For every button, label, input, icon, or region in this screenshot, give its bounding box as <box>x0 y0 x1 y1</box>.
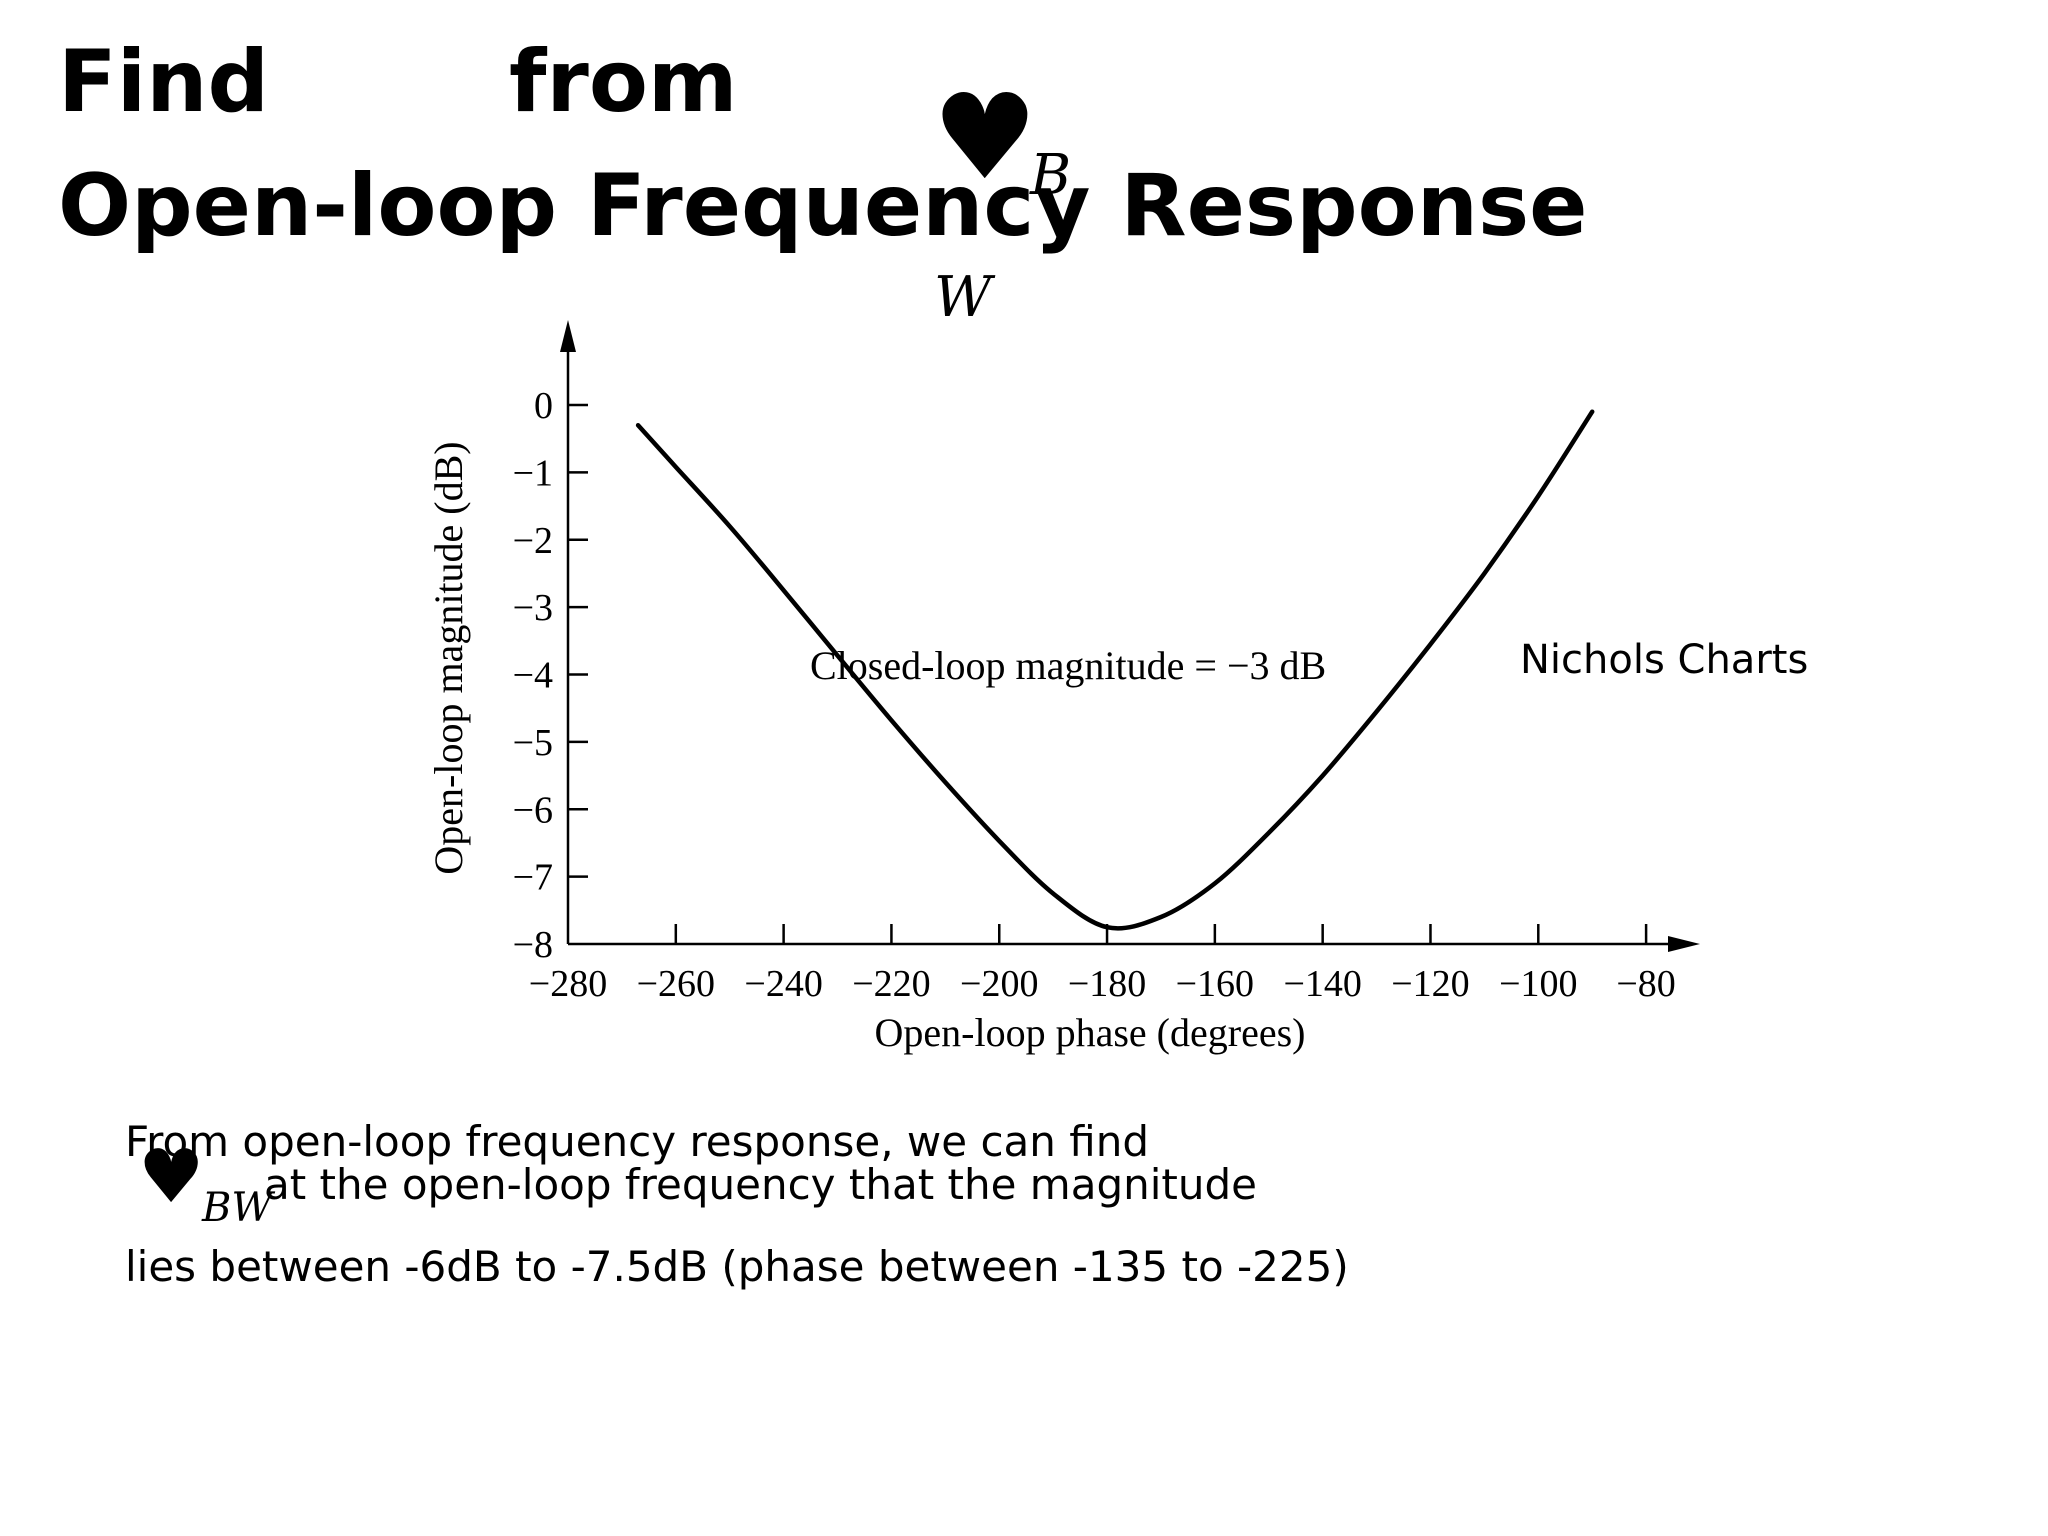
nichols-charts-label: Nichols Charts <box>1520 637 1809 683</box>
y-axis-ticks: 0 −1 −2 −3 −4 −5 −6 −7 −8 <box>513 385 588 966</box>
body-symbol-subscript: BW <box>202 1185 273 1231</box>
title-line-2: Open-loop Frequency Response <box>58 156 1588 256</box>
body-text-line-2: at the open-loop frequency that the magn… <box>264 1160 1257 1209</box>
x-tick-label: −100 <box>1499 963 1577 1005</box>
chart-axes <box>560 320 1700 952</box>
x-tick-label: −120 <box>1391 963 1469 1005</box>
x-axis-title: Open-loop phase (degrees) <box>875 1010 1306 1055</box>
y-tick-label: −3 <box>513 587 553 629</box>
title-symbol-subscript-b: B <box>1030 143 1072 208</box>
slide-title: Find from Open-loop Frequency Response <box>58 20 1587 268</box>
x-tick-label: −80 <box>1616 963 1675 1005</box>
body-text-line-1: From open-loop frequency response, we ca… <box>125 1117 1149 1166</box>
title-word-find: Find <box>58 32 270 132</box>
title-symbol-subscript-w: W <box>934 265 992 330</box>
series-line-0 <box>635 409 1595 931</box>
y-tick-label: −6 <box>513 789 553 831</box>
body-heart-symbol: ♥ <box>138 1134 205 1220</box>
x-tick-label: −220 <box>852 963 930 1005</box>
y-tick-label: −2 <box>513 520 553 562</box>
title-heart-symbol: ♥ <box>932 68 1038 206</box>
x-tick-label: −140 <box>1283 963 1361 1005</box>
y-axis-title: Open-loop magnitude (dB) <box>426 441 471 874</box>
y-tick-label: −5 <box>513 722 553 764</box>
nichols-chart: −280 −260 −240 −220 −200 −180 −160 −140 −120 −100… <box>426 320 1700 1055</box>
chart-annotation: Closed-loop magnitude = −3 dB <box>810 643 1326 688</box>
x-tick-label: −160 <box>1176 963 1254 1005</box>
body-text-line-3: lies between -6dB to -7.5dB (phase betwe… <box>125 1242 1349 1291</box>
y-tick-label: −1 <box>513 452 553 494</box>
y-tick-label: 0 <box>534 385 553 427</box>
x-axis-arrow <box>1668 936 1700 952</box>
y-tick-label: −4 <box>513 655 553 697</box>
x-tick-label: −180 <box>1068 963 1146 1005</box>
x-tick-label: −260 <box>637 963 715 1005</box>
title-word-from: from <box>509 32 738 132</box>
x-tick-label: −240 <box>744 963 822 1005</box>
y-tick-label: −7 <box>513 857 553 899</box>
y-tick-label: −8 <box>513 924 553 966</box>
x-tick-label: −280 <box>529 963 607 1005</box>
y-axis-arrow <box>560 320 576 352</box>
plot-area <box>635 409 1595 931</box>
x-axis-ticks: −280 −260 −240 −220 −200 −180 −160 −140 −120 −100… <box>529 924 1676 1005</box>
x-tick-label: −200 <box>960 963 1038 1005</box>
